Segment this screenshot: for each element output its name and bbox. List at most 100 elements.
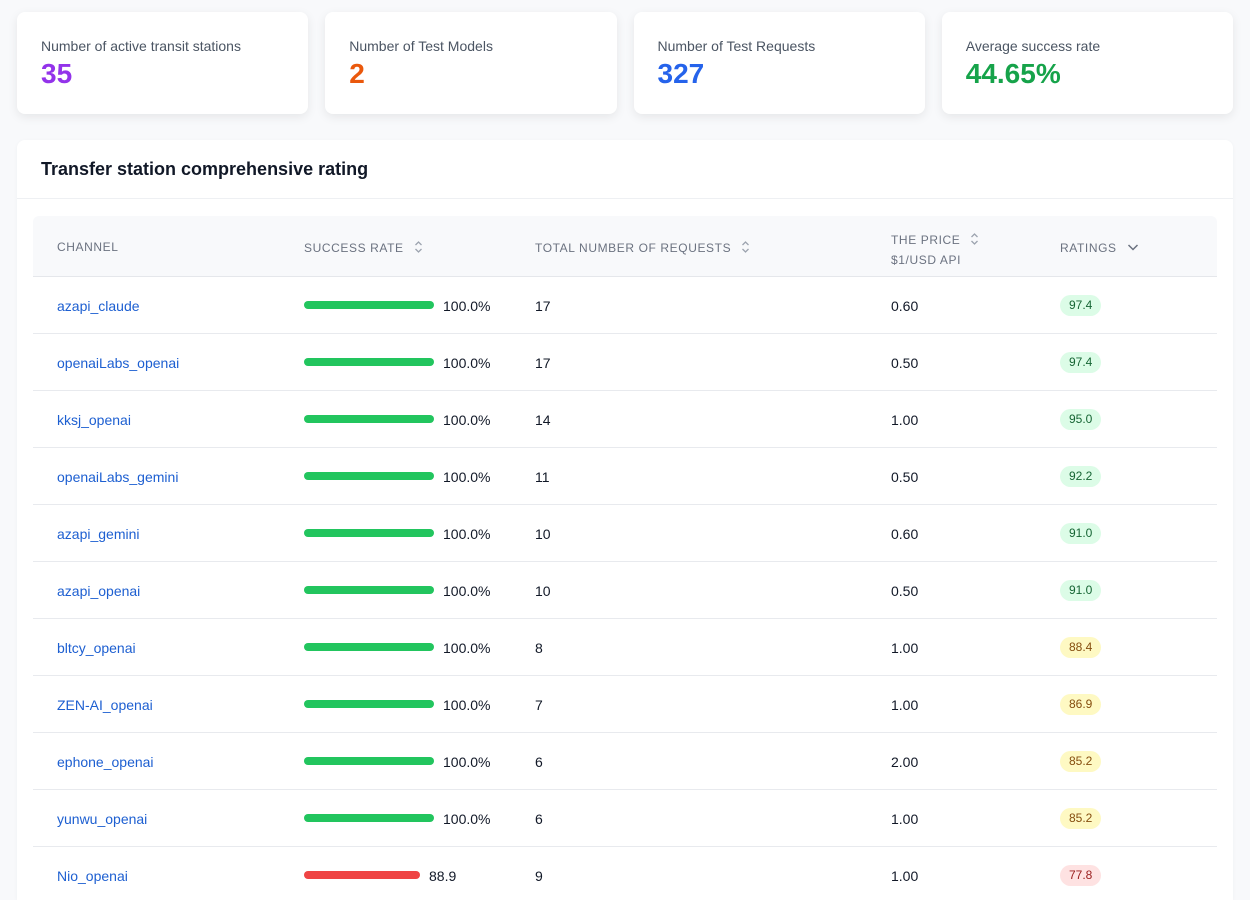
rating-badge: 85.2 <box>1060 751 1102 772</box>
stat-label: Number of active transit stations <box>41 38 241 54</box>
total-requests-value: 17 <box>535 298 551 314</box>
channel-link[interactable]: ZEN-AI_openai <box>57 697 153 713</box>
stat-label: Number of Test Requests <box>657 38 816 54</box>
table-row: azapi_claude 100.0% 17 0.60 97.4 <box>33 277 1217 334</box>
rating-badge: 95.0 <box>1060 409 1102 430</box>
table-row: azapi_openai 100.0% 10 0.50 91.0 <box>33 562 1217 619</box>
table-row: ZEN-AI_openai 100.0% 7 1.00 86.9 <box>33 676 1217 733</box>
table-row: azapi_gemini 100.0% 10 0.60 91.0 <box>33 505 1217 562</box>
channel-link[interactable]: Nio_openai <box>57 868 128 884</box>
column-header-price[interactable]: THE PRICE $1/USD API <box>891 230 979 270</box>
total-requests-value: 11 <box>535 469 550 485</box>
table-row: ephone_openai 100.0% 6 2.00 85.2 <box>33 733 1217 790</box>
total-requests-value: 7 <box>535 697 543 713</box>
total-requests-value: 6 <box>535 754 543 770</box>
stat-label: Average success rate <box>965 38 1101 54</box>
success-rate-value: 100.0% <box>443 355 491 371</box>
rating-badge: 85.2 <box>1060 808 1102 829</box>
channel-link[interactable]: azapi_openai <box>57 583 141 599</box>
success-rate-value: 100.0% <box>443 697 491 713</box>
rating-badge: 88.4 <box>1060 637 1102 658</box>
channel-link[interactable]: openaiLabs_openai <box>57 355 180 371</box>
table-row: bltcy_openai 100.0% 8 1.00 88.4 <box>33 619 1217 676</box>
column-header-channel: CHANNEL <box>57 240 119 254</box>
success-rate-bar <box>304 358 434 366</box>
stat-value: 327 <box>657 58 705 89</box>
price-value: 1.00 <box>891 412 919 428</box>
table-row: openaiLabs_gemini 100.0% 11 0.50 92.2 <box>33 448 1217 505</box>
rating-badge: 77.8 <box>1060 865 1102 886</box>
total-requests-value: 14 <box>535 412 551 428</box>
table-row: Nio_openai 88.9 9 1.00 77.8 <box>33 847 1217 900</box>
price-value: 0.60 <box>891 298 919 314</box>
sort-desc-icon[interactable] <box>1127 240 1139 254</box>
table-row: yunwu_openai 100.0% 6 1.00 85.2 <box>33 790 1217 847</box>
stat-value: 2 <box>349 58 365 89</box>
success-rate-bar <box>304 472 434 480</box>
rating-badge: 92.2 <box>1060 466 1102 487</box>
success-rate-value: 100.0% <box>443 754 491 770</box>
total-requests-value: 10 <box>535 526 551 542</box>
column-header-success-rate[interactable]: SUCCESS RATE <box>304 240 423 255</box>
channel-link[interactable]: kksj_openai <box>57 412 131 428</box>
price-value: 1.00 <box>891 697 919 713</box>
stat-value: 35 <box>41 58 73 89</box>
stat-card-active-stations: Number of active transit stations 35 <box>17 12 309 114</box>
channel-link[interactable]: ephone_openai <box>57 754 154 770</box>
table-row: openaiLabs_openai 100.0% 17 0.50 97.4 <box>33 334 1217 391</box>
stat-card-success-rate: Average success rate 44.65% <box>941 12 1233 114</box>
rating-panel: Transfer station comprehensive rating CH… <box>17 140 1233 900</box>
success-rate-value: 88.9 <box>429 868 457 884</box>
success-rate-value: 100.0% <box>443 811 491 827</box>
panel-title: Transfer station comprehensive rating <box>41 159 369 179</box>
price-value: 1.00 <box>891 868 919 884</box>
channel-link[interactable]: azapi_gemini <box>57 526 140 542</box>
table-header: CHANNEL SUCCESS RATE TOTAL NUMBER OF REQ… <box>33 216 1217 277</box>
success-rate-bar <box>304 415 434 423</box>
column-header-label: CHANNEL <box>57 240 119 254</box>
price-value: 0.60 <box>891 526 919 542</box>
column-header-sublabel: $1/USD API <box>891 253 962 267</box>
success-rate-bar <box>304 757 434 765</box>
price-value: 1.00 <box>891 811 919 827</box>
rating-badge: 97.4 <box>1060 352 1102 373</box>
success-rate-bar <box>304 529 434 537</box>
success-rate-bar <box>304 700 434 708</box>
channel-link[interactable]: openaiLabs_gemini <box>57 469 179 485</box>
success-rate-value: 100.0% <box>443 583 491 599</box>
rating-badge: 91.0 <box>1060 523 1102 544</box>
total-requests-value: 6 <box>535 811 543 827</box>
price-value: 1.00 <box>891 640 919 656</box>
rating-table: CHANNEL SUCCESS RATE TOTAL NUMBER OF REQ… <box>33 216 1217 900</box>
column-header-ratings[interactable]: RATINGS <box>1060 240 1139 255</box>
channel-link[interactable]: bltcy_openai <box>57 640 136 656</box>
rating-badge: 97.4 <box>1060 295 1102 316</box>
column-header-total-requests[interactable]: TOTAL NUMBER OF REQUESTS <box>535 240 750 255</box>
sort-icon[interactable] <box>741 240 750 254</box>
success-rate-bar <box>304 814 434 822</box>
table-row: kksj_openai 100.0% 14 1.00 95.0 <box>33 391 1217 448</box>
stat-label: Number of Test Models <box>349 38 493 54</box>
success-rate-bar <box>304 301 434 309</box>
success-rate-value: 100.0% <box>443 640 491 656</box>
table-body: azapi_claude 100.0% 17 0.60 97.4 openaiL… <box>33 277 1217 900</box>
success-rate-value: 100.0% <box>443 412 491 428</box>
stats-cards: Number of active transit stations 35 Num… <box>17 12 1233 114</box>
channel-link[interactable]: yunwu_openai <box>57 811 148 827</box>
stat-card-test-models: Number of Test Models 2 <box>325 12 617 114</box>
total-requests-value: 8 <box>535 640 543 656</box>
column-header-label: TOTAL NUMBER OF REQUESTS <box>535 241 732 255</box>
channel-link[interactable]: azapi_claude <box>57 298 140 314</box>
success-rate-value: 100.0% <box>443 526 491 542</box>
price-value: 0.50 <box>891 469 919 485</box>
success-rate-value: 100.0% <box>443 469 491 485</box>
rating-badge: 86.9 <box>1060 694 1102 715</box>
rating-badge: 91.0 <box>1060 580 1102 601</box>
sort-icon[interactable] <box>414 240 423 254</box>
column-header-label: THE PRICE <box>891 233 961 247</box>
column-header-label: SUCCESS RATE <box>304 241 404 255</box>
success-rate-bar <box>304 586 434 594</box>
total-requests-value: 9 <box>535 868 543 884</box>
success-rate-bar <box>304 871 420 879</box>
sort-icon[interactable] <box>970 232 979 246</box>
